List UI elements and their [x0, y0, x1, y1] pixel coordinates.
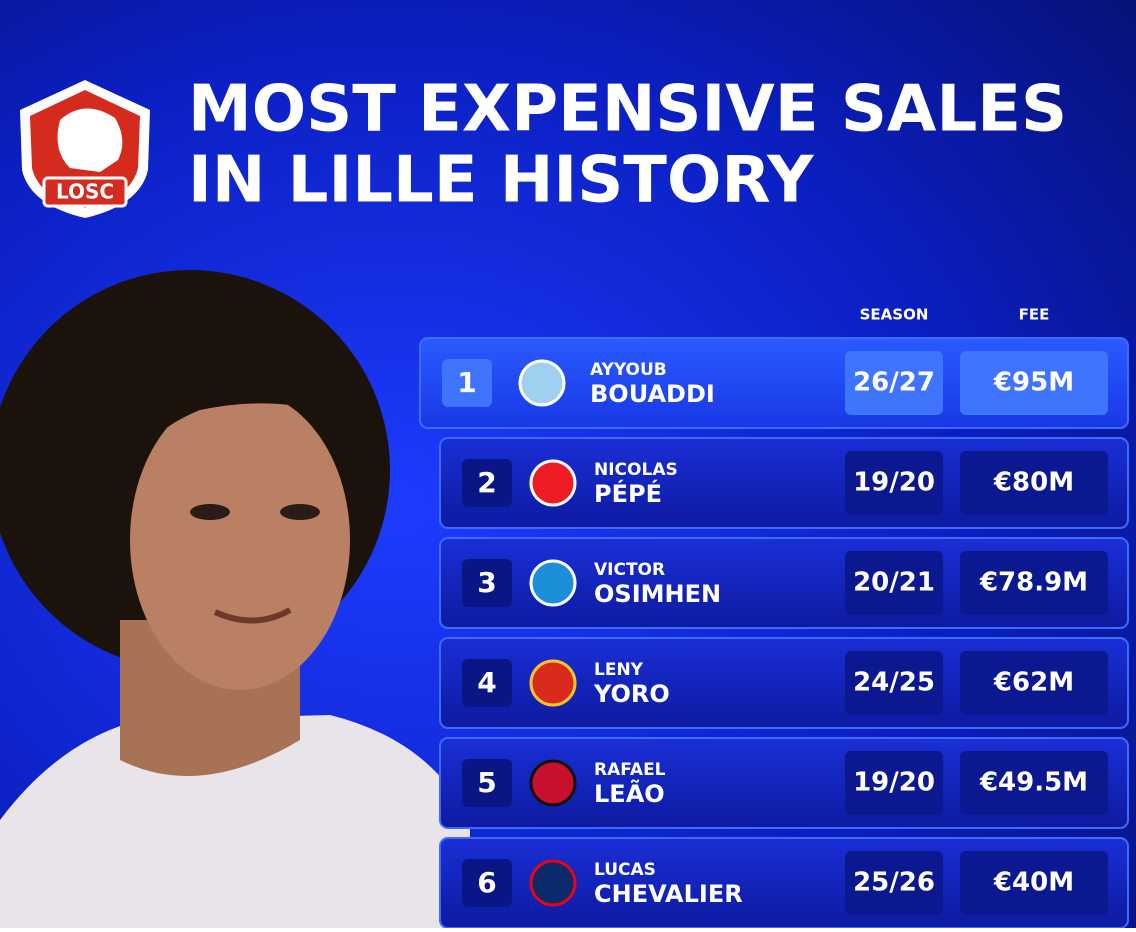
season-box: [845, 851, 943, 915]
last-name: PÉPÉ: [594, 479, 662, 508]
rank-box: [462, 859, 512, 907]
player-photo: [0, 270, 470, 928]
first-name: LENY: [594, 660, 644, 680]
club-badge: [529, 459, 577, 507]
last-name: OSIMHEN: [594, 580, 721, 608]
logo-text: LOSC: [56, 180, 114, 204]
season-box: [845, 751, 943, 815]
first-name: VICTOR: [594, 560, 665, 580]
club-badge: [518, 359, 566, 407]
season-box: [845, 551, 943, 615]
first-name: NICOLAS: [594, 460, 678, 480]
rank-box: [442, 359, 492, 407]
fee: €78.9M: [979, 568, 1088, 598]
fee: €62M: [993, 668, 1074, 698]
last-name: LEÃO: [594, 779, 665, 808]
rank: 3: [477, 566, 496, 599]
rank-box: [462, 459, 512, 507]
fee-box: [960, 751, 1108, 815]
fee: €95M: [993, 368, 1074, 398]
first-name: LUCAS: [594, 860, 656, 880]
club-badge: [529, 659, 577, 707]
column-header: FEE: [1019, 306, 1050, 324]
last-name: BOUADDI: [590, 380, 715, 408]
fee-box: [960, 851, 1108, 915]
fee-box: [960, 651, 1108, 715]
rank-box: [462, 559, 512, 607]
row-background: [439, 737, 1129, 829]
season: 26/27: [853, 368, 935, 398]
club-logo: LOSC: [20, 80, 150, 218]
fee: €49.5M: [979, 768, 1088, 798]
last-name: YORO: [593, 680, 670, 708]
rank-box: [462, 659, 512, 707]
row-background: [439, 437, 1129, 529]
season-box: [845, 651, 943, 715]
rank: 2: [477, 466, 496, 499]
rank: 1: [457, 366, 476, 399]
first-name: AYYOUB: [590, 360, 667, 380]
season-box: [845, 451, 943, 515]
row-background: [439, 537, 1129, 629]
rank: 4: [477, 666, 496, 699]
fee-box: [960, 451, 1108, 515]
season: 25/26: [853, 868, 935, 898]
fee-box: [960, 551, 1108, 615]
first-name: RAFAEL: [594, 760, 666, 780]
club-badge: [529, 859, 577, 907]
fee: €80M: [993, 468, 1074, 498]
club-badge: [529, 759, 577, 807]
title-line: MOST EXPENSIVE SALES: [188, 73, 1067, 147]
rank: 6: [477, 866, 496, 899]
row-background: [419, 337, 1129, 429]
season-box: [845, 351, 943, 415]
fee-box: [960, 351, 1108, 415]
season: 20/21: [853, 568, 935, 598]
season: 19/20: [853, 768, 935, 798]
column-header: SEASON: [860, 306, 929, 324]
season: 24/25: [853, 668, 935, 698]
club-badge: [529, 559, 577, 607]
season: 19/20: [853, 468, 935, 498]
rank: 5: [477, 766, 496, 799]
title-line: IN LILLE HISTORY: [188, 144, 814, 218]
rank-box: [462, 759, 512, 807]
row-background: [439, 637, 1129, 729]
last-name: CHEVALIER: [594, 880, 743, 908]
fee: €40M: [993, 868, 1074, 898]
